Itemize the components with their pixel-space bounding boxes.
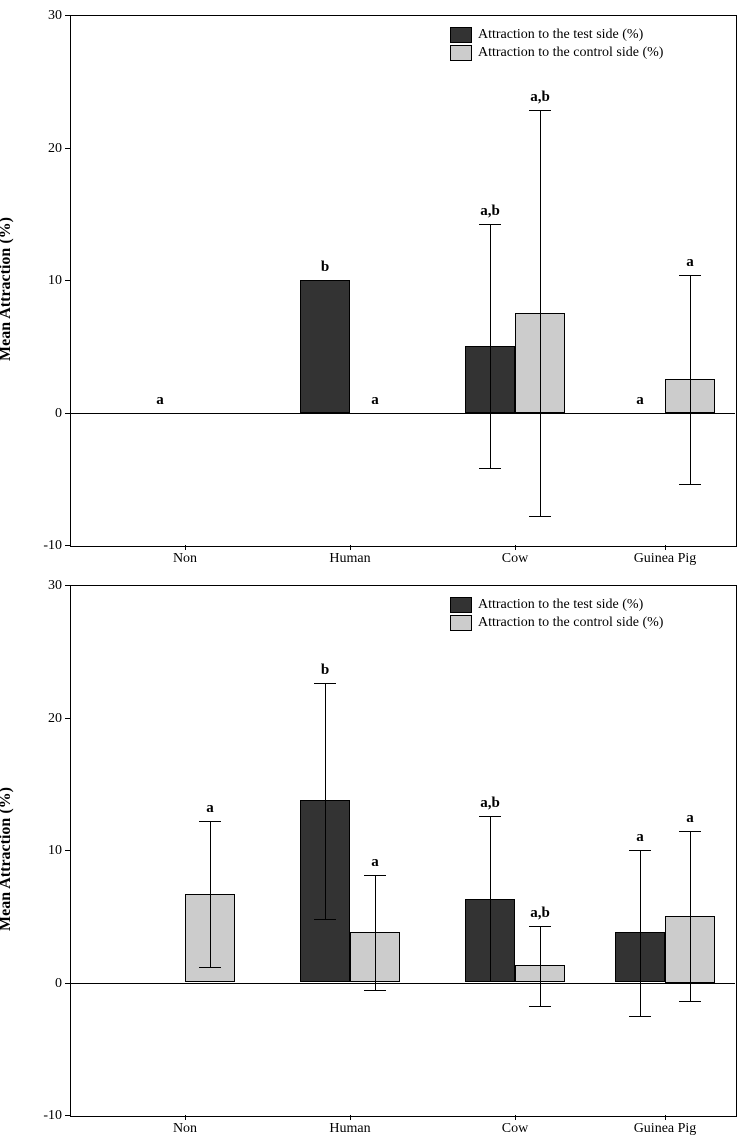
legend-swatch <box>450 615 472 631</box>
legend-item: Attraction to the control side (%) <box>450 615 663 631</box>
bar-test <box>300 280 350 413</box>
y-tick-label: -10 <box>22 538 62 554</box>
y-tick-mark <box>65 280 70 281</box>
y-tick-mark <box>65 545 70 546</box>
legend-text: Attraction to the control side (%) <box>478 615 663 631</box>
significance-label: a,b <box>480 203 500 220</box>
error-bar <box>490 224 491 468</box>
x-tick-label: Guinea Pig <box>634 1121 697 1137</box>
error-bar <box>210 821 211 967</box>
significance-label: a,b <box>530 89 550 106</box>
significance-label: a <box>686 254 694 271</box>
significance-label: a,b <box>480 795 500 812</box>
error-bar <box>375 875 376 990</box>
legend-text: Attraction to the control side (%) <box>478 45 663 61</box>
legend-item: Attraction to the test side (%) <box>450 597 663 613</box>
error-cap <box>629 850 651 851</box>
error-cap <box>479 983 501 984</box>
y-tick-mark <box>65 850 70 851</box>
error-cap <box>679 484 701 485</box>
y-tick-label: 10 <box>22 843 62 859</box>
legend-item: Attraction to the control side (%) <box>450 45 663 61</box>
zero-line <box>70 413 735 414</box>
error-cap <box>679 275 701 276</box>
error-bar <box>640 850 641 1016</box>
significance-label: a <box>206 800 214 817</box>
y-tick-mark <box>65 718 70 719</box>
error-bar <box>325 683 326 919</box>
significance-label: a,b <box>530 905 550 922</box>
significance-label: a <box>371 854 379 871</box>
x-tick-mark <box>515 545 516 550</box>
legend-text: Attraction to the test side (%) <box>478 597 643 613</box>
significance-label: a <box>636 392 644 409</box>
error-cap <box>629 1016 651 1017</box>
legend-text: Attraction to the test side (%) <box>478 27 643 43</box>
figure-container: Mean Attraction (%)-100102030NonHumanCow… <box>0 0 755 1134</box>
error-cap <box>529 110 551 111</box>
y-tick-label: 0 <box>22 406 62 422</box>
x-tick-label: Human <box>329 551 370 567</box>
x-tick-mark <box>185 545 186 550</box>
legend-swatch <box>450 597 472 613</box>
error-bar <box>690 275 691 484</box>
error-cap <box>529 926 551 927</box>
y-tick-label: 20 <box>22 141 62 157</box>
x-tick-label: Human <box>329 1121 370 1137</box>
x-tick-mark <box>665 1115 666 1120</box>
significance-label: a <box>156 392 164 409</box>
error-bar <box>490 816 491 983</box>
y-tick-label: 0 <box>22 976 62 992</box>
significance-label: b <box>321 259 329 276</box>
legend-item: Attraction to the test side (%) <box>450 27 663 43</box>
error-cap <box>314 919 336 920</box>
y-tick-mark <box>65 148 70 149</box>
error-cap <box>479 468 501 469</box>
significance-label: a <box>371 392 379 409</box>
significance-label: b <box>321 662 329 679</box>
zero-line <box>70 983 735 984</box>
x-tick-label: Cow <box>502 1121 528 1137</box>
y-tick-mark <box>65 1115 70 1116</box>
x-tick-label: Non <box>173 551 197 567</box>
y-tick-mark <box>65 585 70 586</box>
error-cap <box>479 816 501 817</box>
error-cap <box>364 990 386 991</box>
error-cap <box>199 821 221 822</box>
error-cap <box>679 1001 701 1002</box>
legend-swatch <box>450 45 472 61</box>
error-bar <box>540 110 541 515</box>
x-tick-label: Cow <box>502 551 528 567</box>
y-tick-label: 30 <box>22 578 62 594</box>
legend: Attraction to the test side (%) Attractio… <box>450 597 663 633</box>
y-tick-mark <box>65 15 70 16</box>
error-cap <box>529 516 551 517</box>
y-tick-label: -10 <box>22 1108 62 1124</box>
x-tick-label: Guinea Pig <box>634 551 697 567</box>
x-tick-mark <box>350 1115 351 1120</box>
error-cap <box>314 683 336 684</box>
legend: Attraction to the test side (%) Attractio… <box>450 27 663 63</box>
y-tick-label: 20 <box>22 711 62 727</box>
x-tick-mark <box>515 1115 516 1120</box>
significance-label: a <box>686 810 694 827</box>
error-cap <box>479 224 501 225</box>
error-bar <box>690 831 691 1001</box>
y-tick-label: 10 <box>22 273 62 289</box>
error-cap <box>199 967 221 968</box>
error-bar <box>540 926 541 1007</box>
y-tick-label: 30 <box>22 8 62 24</box>
error-cap <box>529 1006 551 1007</box>
x-tick-mark <box>350 545 351 550</box>
error-cap <box>679 831 701 832</box>
legend-swatch <box>450 27 472 43</box>
x-tick-label: Non <box>173 1121 197 1137</box>
error-cap <box>364 875 386 876</box>
x-tick-mark <box>665 545 666 550</box>
x-tick-mark <box>185 1115 186 1120</box>
chart-panel-top <box>70 15 737 547</box>
significance-label: a <box>636 829 644 846</box>
chart-panel-bottom <box>70 585 737 1117</box>
